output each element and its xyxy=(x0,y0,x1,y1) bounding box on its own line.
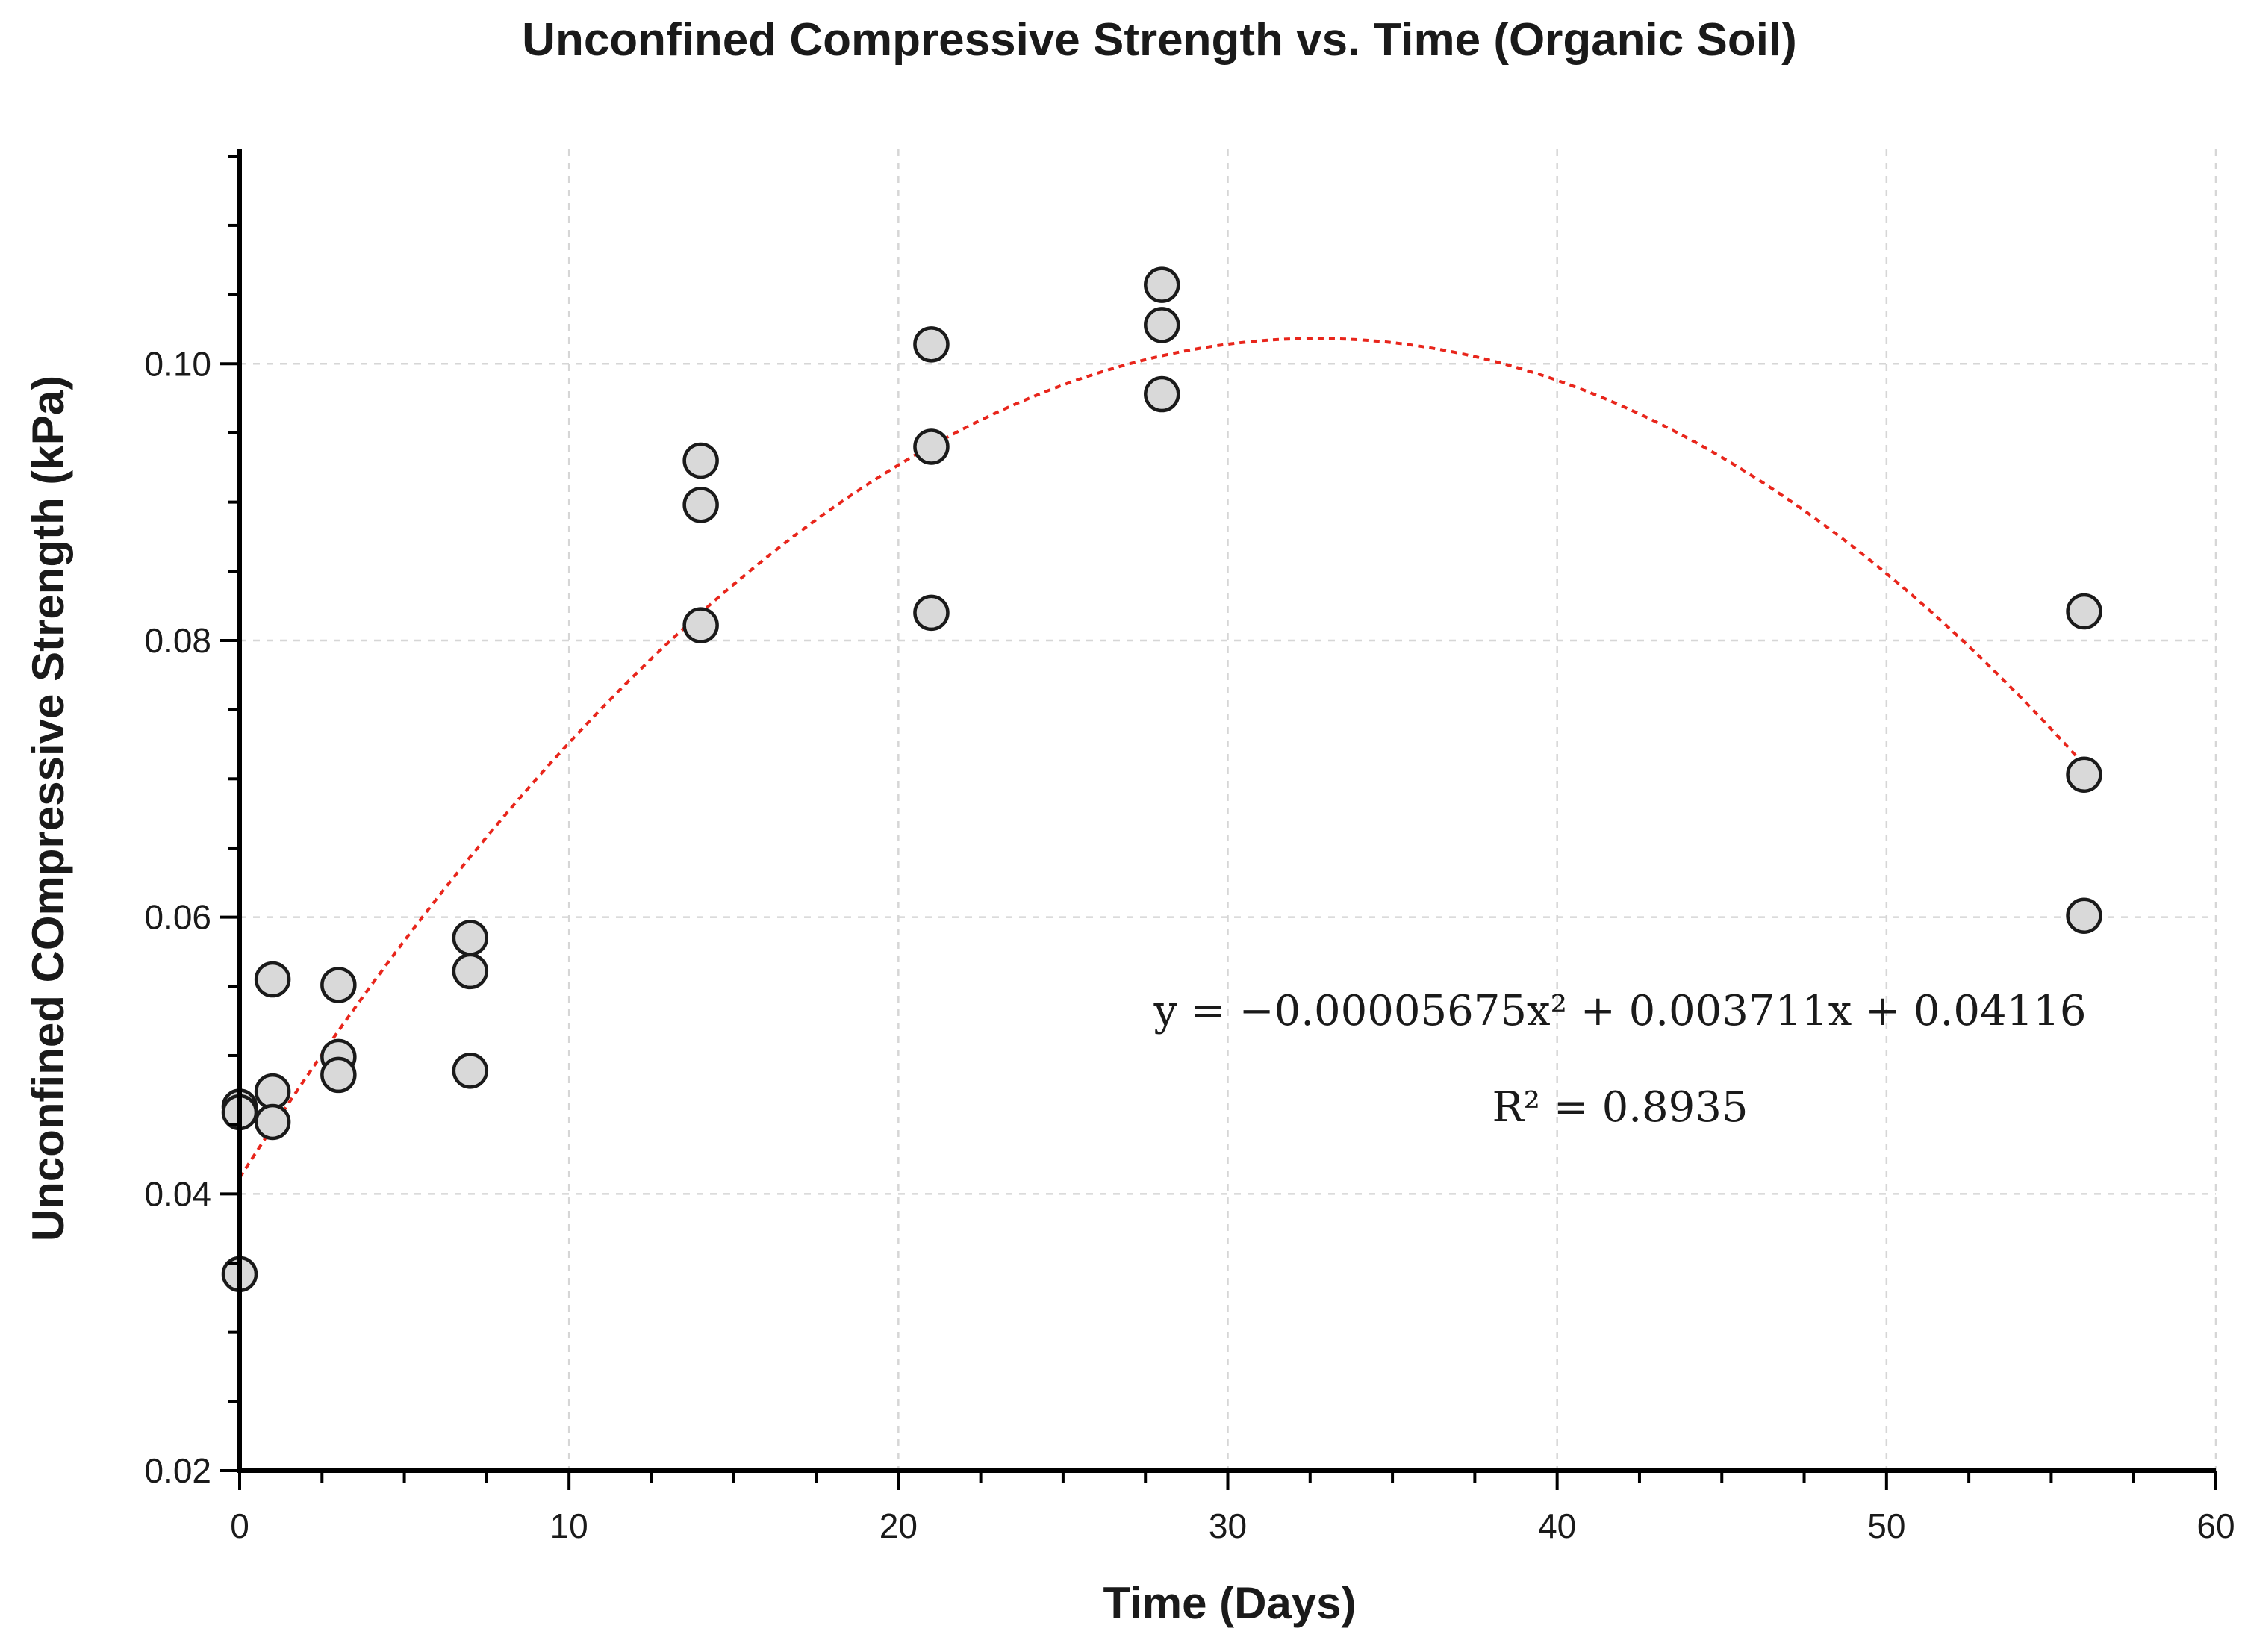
data-point xyxy=(913,594,950,632)
chart-title: Unconfined Compressive Strength vs. Time… xyxy=(522,14,1797,66)
x-tick-label: 40 xyxy=(1538,1506,1576,1545)
data-point xyxy=(254,1073,291,1110)
data-point xyxy=(452,920,489,956)
data-point xyxy=(1144,307,1180,343)
x-axis-label: Time (Days) xyxy=(1103,1578,1356,1628)
y-tick-label: 0.06 xyxy=(144,898,211,937)
y-tick-label: 0.02 xyxy=(144,1451,211,1490)
data-point xyxy=(2066,897,2102,935)
x-tick-label: 60 xyxy=(2196,1506,2235,1545)
r-squared-annotation: R² = 0.8935 xyxy=(1492,1083,1748,1132)
axis-tick-labels: 0 10 20 30 40 50 60 0.02 0.04 0.06 0.08 0.10 xyxy=(144,344,2235,1545)
data-point xyxy=(2066,593,2102,630)
grid-lines xyxy=(240,149,2217,1471)
x-tick-label: 50 xyxy=(1867,1506,1905,1545)
data-point xyxy=(682,487,719,523)
x-tick-label: 20 xyxy=(879,1506,918,1545)
y-axis-label: Unconfined COmpressive Strength (kPa) xyxy=(23,375,73,1241)
data-point xyxy=(1144,375,1180,413)
x-tick-label: 30 xyxy=(1209,1506,1247,1545)
data-point xyxy=(1144,266,1180,303)
data-point xyxy=(452,953,489,990)
data-point xyxy=(2066,756,2102,793)
fit-curve xyxy=(238,337,2086,1179)
y-tick-label: 0.08 xyxy=(144,621,211,660)
x-tick-label: 10 xyxy=(550,1506,588,1545)
data-point xyxy=(320,967,357,1003)
data-point xyxy=(254,1103,291,1141)
axis-ticks xyxy=(220,155,2217,1490)
data-point xyxy=(913,428,950,465)
y-tick-label: 0.04 xyxy=(144,1174,211,1213)
data-point xyxy=(254,961,291,998)
data-point xyxy=(452,1053,489,1089)
data-point xyxy=(682,607,719,643)
data-point xyxy=(682,442,719,479)
data-point xyxy=(913,326,950,363)
y-tick-label: 0.10 xyxy=(144,344,211,383)
x-tick-label: 0 xyxy=(230,1506,249,1545)
data-points xyxy=(221,266,2102,1293)
data-point xyxy=(320,1056,357,1094)
fit-equation-annotation: y = −0.00005675x² + 0.003711x + 0.04116 xyxy=(1153,987,2087,1035)
